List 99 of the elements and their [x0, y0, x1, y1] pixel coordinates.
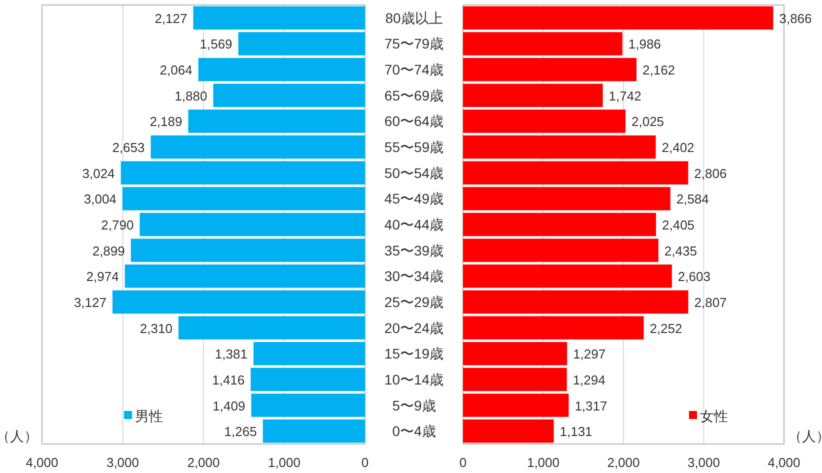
x-tick-label: 2,000: [187, 455, 220, 470]
data-label: 2,653: [112, 140, 145, 156]
bar: [213, 84, 365, 108]
bar: [193, 6, 365, 30]
bar: [122, 187, 365, 210]
bar: [463, 32, 622, 56]
bar: [463, 290, 688, 314]
y-tick-label: 80歳以上: [385, 10, 443, 26]
bar: [250, 368, 365, 392]
bar: [463, 316, 644, 340]
bar: [198, 58, 365, 82]
bar: [130, 238, 365, 262]
bar: [112, 290, 365, 314]
bar: [463, 394, 569, 417]
bar: [140, 212, 365, 236]
data-label: 2,189: [150, 114, 182, 130]
bar: [120, 161, 365, 184]
data-label: 2,127: [154, 10, 188, 26]
bar: [463, 187, 670, 210]
y-tick-label: 15〜19歳: [384, 346, 444, 362]
bar: [463, 264, 672, 288]
bar: [463, 212, 656, 236]
data-label: 1,409: [212, 398, 246, 414]
bar: [463, 6, 774, 30]
bar: [463, 84, 603, 108]
data-label: 2,405: [662, 218, 695, 232]
bar: [124, 264, 365, 288]
data-label: 3,024: [82, 166, 115, 181]
data-label: 3,127: [74, 294, 106, 310]
y-tick-label: 0〜4歳: [392, 423, 436, 440]
y-tick-label: 40〜44歳: [384, 216, 444, 232]
data-label: 2,974: [86, 269, 119, 284]
bar: [463, 419, 554, 443]
bar: [238, 32, 365, 56]
bar: [463, 135, 656, 159]
x-axis-title: （人）: [0, 428, 38, 444]
bar: [253, 342, 365, 366]
y-tick-label: 25〜29歳: [384, 294, 444, 310]
data-label: 2,162: [642, 62, 676, 78]
data-label: 1,294: [572, 372, 606, 388]
y-tick-label: 35〜39歳: [384, 242, 444, 258]
bar: [463, 342, 568, 366]
y-tick-label: 50〜54歳: [384, 164, 444, 181]
x-axis-title: （人）: [788, 428, 822, 444]
y-tick-label: 70〜74歳: [384, 62, 444, 78]
bar: [188, 110, 365, 133]
data-label: 1,569: [200, 36, 232, 52]
data-label: 2,025: [632, 114, 664, 130]
data-label: 1,317: [574, 398, 608, 414]
y-tick-label: 60〜64歳: [384, 113, 444, 130]
bar: [463, 238, 658, 262]
data-label: 1,416: [212, 372, 245, 388]
legend-label: 男性: [135, 408, 163, 424]
y-tick-label: 75〜79歳: [384, 36, 444, 52]
x-tick-label: 0: [361, 455, 369, 470]
bar: [463, 368, 567, 392]
data-label: 2,252: [650, 320, 682, 336]
y-tick-label: 10〜14歳: [384, 371, 444, 388]
data-label: 2,790: [101, 218, 134, 232]
bar: [150, 135, 365, 159]
data-label: 1,297: [573, 346, 606, 362]
data-label: 2,310: [140, 320, 172, 336]
data-label: 1,131: [560, 424, 592, 440]
data-label: 2,435: [664, 243, 697, 258]
x-tick-label: 0: [459, 455, 467, 470]
data-label: 2,402: [662, 140, 694, 156]
data-label: 1,381: [214, 346, 248, 362]
bar: [178, 316, 365, 340]
data-label: 2,064: [160, 62, 192, 78]
data-label: 1,742: [608, 88, 642, 104]
bar: [262, 419, 365, 443]
bar: [251, 394, 365, 417]
y-tick-label: 55〜59歳: [384, 139, 444, 156]
data-label: 2,806: [694, 166, 727, 181]
data-label: 1,880: [174, 88, 208, 104]
data-label: 1,986: [628, 36, 661, 52]
bar: [463, 58, 636, 82]
y-tick-label: 5〜9歳: [392, 397, 436, 414]
x-tick-label: 1,000: [268, 455, 301, 470]
x-tick-label: 2,000: [607, 455, 640, 470]
y-tick-label: 30〜34歳: [384, 268, 444, 284]
data-label: 3,004: [84, 192, 116, 207]
x-tick-label: 3,000: [106, 455, 140, 470]
legend-label: 女性: [700, 408, 728, 424]
data-label: 2,584: [676, 192, 709, 207]
x-tick-label: 4,000: [26, 455, 58, 470]
bar: [463, 110, 626, 133]
data-label: 2,807: [694, 294, 727, 310]
bar: [463, 161, 688, 184]
x-tick-label: 1,000: [526, 455, 560, 470]
y-tick-label: 45〜49歳: [384, 190, 444, 207]
data-label: 3,866: [779, 10, 812, 26]
data-label: 2,899: [92, 243, 125, 258]
x-tick-label: 3,000: [687, 455, 720, 470]
y-tick-label: 65〜69歳: [384, 87, 444, 104]
y-tick-label: 20〜24歳: [384, 320, 444, 336]
data-label: 2,603: [678, 269, 710, 284]
data-label: 1,265: [224, 424, 257, 440]
x-tick-label: 4,000: [768, 455, 800, 470]
